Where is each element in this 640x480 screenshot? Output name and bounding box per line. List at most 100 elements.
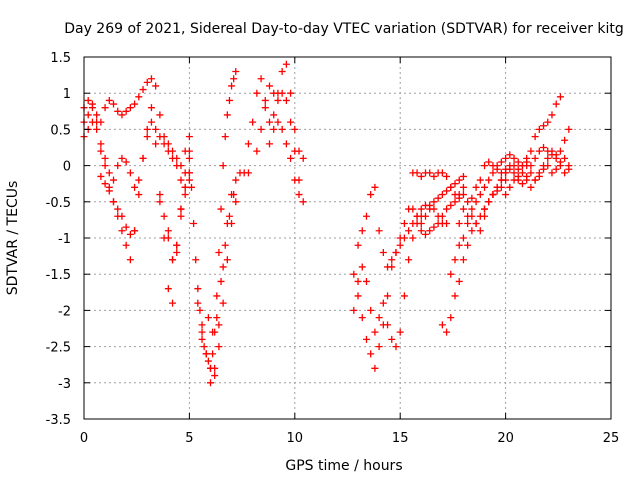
data-point [152,125,160,133]
y-tick-label: -2 [58,304,71,319]
data-point [544,118,552,126]
data-point [274,96,282,104]
data-point [527,169,535,177]
data-point [506,183,514,191]
data-point [131,100,139,108]
data-point [101,180,109,188]
data-point [472,183,480,191]
data-point [126,104,134,112]
data-point [225,96,233,104]
x-tick-label: 5 [185,431,193,446]
data-point [101,104,109,112]
axis-ticks: 0 5 10 15 20 25 1.5 1 0.5 0 -0.5 -1 -1.5 -2 -2.5 -3 -3.5 [46,51,620,446]
data-point [177,212,185,220]
data-point [97,140,105,148]
data-point [118,111,126,119]
series-2 [80,104,193,191]
data-point [476,191,484,199]
data-point [173,248,181,256]
data-point [531,133,539,141]
y-tick-label: -2.5 [46,341,71,356]
data-point [270,125,278,133]
data-point [497,176,505,184]
data-point [206,364,214,372]
data-point [434,220,442,228]
data-point [215,248,223,256]
data-point [485,176,493,184]
y-tick-label: -1.5 [46,268,71,283]
data-point [510,154,518,162]
data-point [110,176,118,184]
data-point [426,227,434,235]
data-point [481,162,489,170]
data-point [502,191,510,199]
data-point [396,234,404,242]
data-point [540,122,548,130]
y-tick-label: -1 [58,232,71,247]
data-point [266,118,274,126]
data-point [523,176,531,184]
data-point [219,162,227,170]
data-point [101,162,109,170]
x-tick-label: 25 [603,431,620,446]
data-point [430,172,438,180]
data-point [350,270,358,278]
data-point [295,191,303,199]
data-point [388,256,396,264]
data-point [510,169,518,177]
x-tick-label: 10 [287,431,304,446]
data-point [396,328,404,336]
data-point [181,191,189,199]
data-point [464,241,472,249]
data-point [409,220,417,228]
data-point [274,118,282,126]
data-point [443,187,451,195]
data-point [417,172,425,180]
data-point [160,140,168,148]
series-6 [164,176,193,264]
data-point [438,169,446,177]
data-point [535,172,543,180]
data-point [213,292,221,300]
data-point [392,343,400,351]
data-point [232,198,240,206]
data-point [388,335,396,343]
data-point [561,136,569,144]
data-point [118,212,126,220]
data-point [97,147,105,155]
data-point [468,205,476,213]
data-point [481,183,489,191]
data-point [379,299,387,307]
data-point [527,147,535,155]
data-point [192,256,200,264]
data-point [417,227,425,235]
data-point [244,169,252,177]
data-point [114,107,122,115]
data-point [282,96,290,104]
data-point [105,187,113,195]
data-point [244,140,252,148]
series-17 [405,172,467,235]
data-point [93,125,101,133]
data-point [164,227,172,235]
series-18 [417,191,467,238]
data-point [459,172,467,180]
data-point [531,154,539,162]
data-point [177,205,185,213]
data-point [481,205,489,213]
data-point [451,180,459,188]
data-point [185,147,193,155]
data-point [451,256,459,264]
data-point [266,140,274,148]
data-point [552,151,560,159]
data-point [164,285,172,293]
data-point [177,176,185,184]
data-point [455,191,463,199]
data-point [443,328,451,336]
series-19 [409,169,467,199]
series-12 [253,82,303,184]
x-tick-label: 0 [80,431,88,446]
data-point [266,82,274,90]
data-point [459,256,467,264]
data-point [126,169,134,177]
